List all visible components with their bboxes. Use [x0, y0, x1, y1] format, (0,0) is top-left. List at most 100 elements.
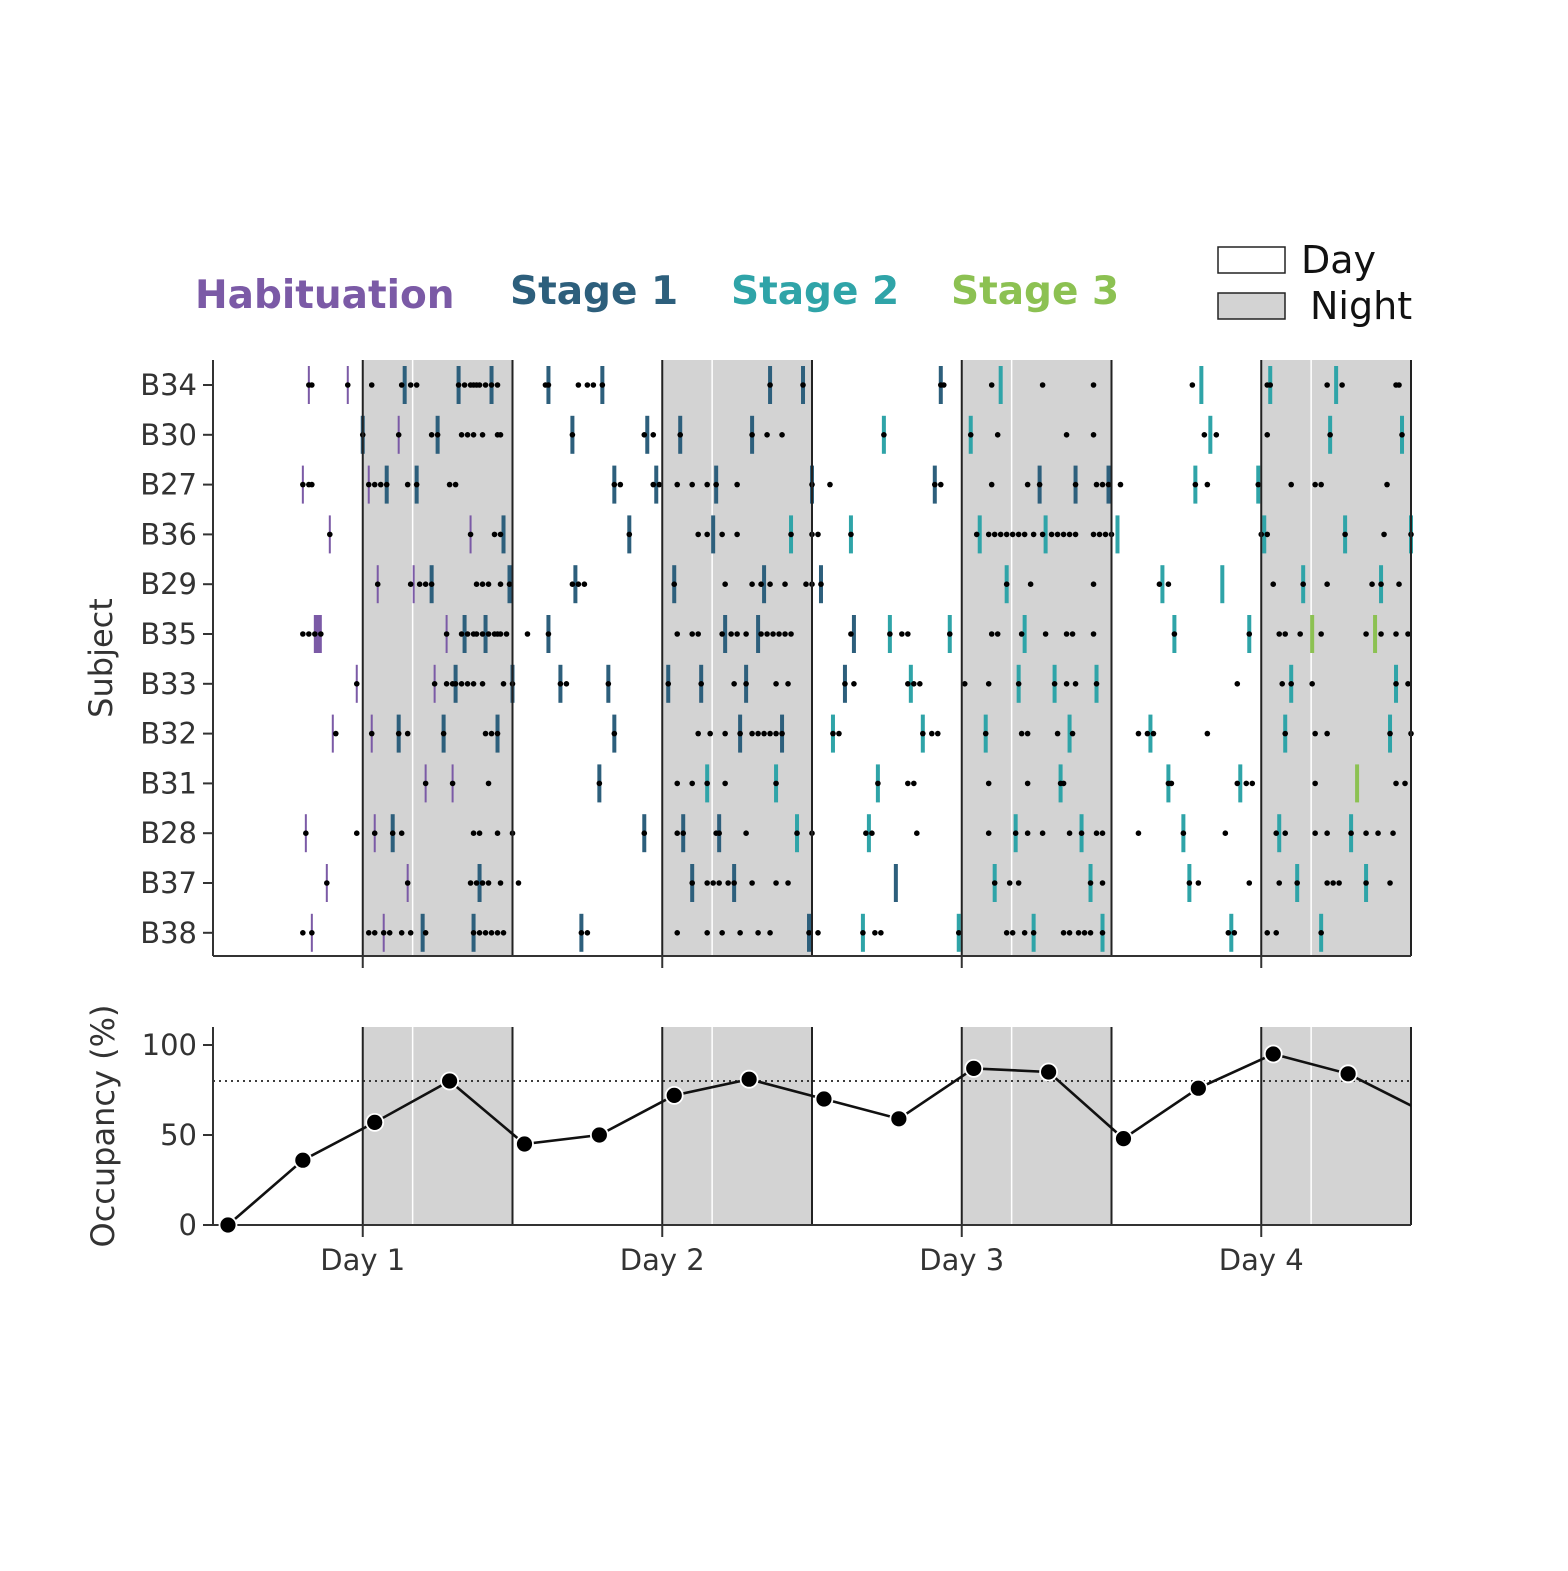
event-dot — [704, 531, 710, 538]
event-dot — [431, 681, 438, 687]
stage-label-stage-2: Stage 2 — [731, 269, 899, 314]
event-dot — [353, 830, 360, 836]
occupancy-axes: 0 50 100 Day 1 Day 2 Day 3 Day 4 — [142, 1027, 1411, 1277]
event-dot — [422, 780, 429, 787]
event-dot — [1030, 930, 1037, 936]
event-dot — [848, 631, 854, 637]
event-dot — [479, 631, 486, 637]
event-dot — [1387, 730, 1393, 737]
event-dot — [353, 681, 360, 687]
event-dot — [1309, 681, 1315, 687]
event-dot — [1042, 631, 1049, 637]
event-dot — [1021, 531, 1028, 538]
event-dot — [1312, 830, 1318, 836]
raster-axes: B34 B30 B27 B36 B29 B35 B33 B32 B31 B28 B37 B38 — [140, 360, 1412, 968]
event-dot — [671, 581, 678, 587]
event-dot — [332, 730, 339, 737]
event-dot — [779, 730, 785, 737]
event-dot — [982, 730, 989, 737]
event-dot — [988, 382, 995, 388]
event-dot — [743, 631, 749, 637]
event-dot — [1270, 581, 1277, 587]
event-dot — [985, 780, 992, 787]
event-dot — [458, 631, 465, 637]
event-dot — [731, 880, 737, 886]
event-dot — [1231, 930, 1238, 936]
event-dot — [300, 631, 306, 637]
stage-label-stage-1: Stage 1 — [510, 269, 678, 314]
stage-label-stage-3: Stage 3 — [951, 269, 1119, 314]
legend-day-label: Day — [1301, 238, 1376, 282]
event-dot — [911, 681, 917, 687]
raster-night-shading — [362, 360, 1411, 956]
event-dot — [674, 631, 681, 637]
event-dot — [1393, 780, 1399, 787]
event-dot — [440, 730, 447, 737]
raster-y-axis-title: Subject — [82, 598, 120, 718]
event-dot — [716, 830, 722, 836]
event-dot — [1015, 681, 1022, 687]
raster-night-band-3 — [961, 360, 1112, 956]
occupancy-point — [1263, 1044, 1283, 1064]
stage-mark — [1160, 565, 1165, 604]
event-dot — [743, 830, 749, 836]
event-dot — [1024, 780, 1031, 787]
event-dot — [1363, 880, 1369, 886]
stage-mark — [402, 366, 407, 404]
event-dot — [1048, 531, 1055, 538]
event-dot — [674, 780, 681, 787]
event-dot — [656, 481, 663, 488]
event-dot — [785, 880, 791, 886]
event-dot — [776, 631, 782, 637]
stage-mark — [998, 366, 1003, 404]
event-dot — [1018, 631, 1025, 637]
event-dot — [413, 382, 420, 388]
subject-label-b33: B33 — [140, 667, 197, 701]
event-dot — [1279, 681, 1286, 687]
event-dot — [779, 432, 785, 438]
event-dot — [446, 481, 453, 488]
event-dot — [1342, 531, 1348, 538]
event-dot — [470, 432, 477, 438]
event-dot — [1318, 481, 1324, 488]
event-dot — [860, 930, 866, 936]
event-dot — [473, 581, 480, 587]
event-dot — [1396, 382, 1402, 388]
event-dot — [1096, 531, 1103, 538]
occupancy-y-axis-title: Occupancy (%) — [84, 1005, 122, 1248]
event-dot — [1312, 780, 1318, 787]
event-dot — [710, 880, 716, 886]
event-dot — [452, 681, 459, 687]
event-dot — [1363, 830, 1369, 836]
event-dot — [1393, 631, 1399, 637]
event-dot — [485, 581, 492, 587]
event-dot — [422, 581, 429, 587]
event-dot — [1168, 780, 1175, 787]
event-dot — [848, 531, 854, 538]
occupancy-series — [218, 1044, 1411, 1235]
event-dot — [1072, 531, 1079, 538]
stage-mark — [851, 615, 856, 653]
event-dot — [1090, 432, 1097, 438]
event-dot — [365, 930, 372, 936]
event-dot — [967, 432, 974, 438]
event-dot — [479, 681, 486, 687]
event-dot — [473, 880, 480, 886]
event-dot — [1225, 930, 1232, 936]
event-dot — [506, 581, 513, 587]
event-dot — [1201, 432, 1208, 438]
event-dot — [1003, 581, 1010, 587]
event-dot — [428, 432, 435, 438]
event-dot — [404, 880, 411, 886]
event-dot — [605, 681, 612, 687]
event-dot — [1327, 432, 1333, 438]
event-dot — [689, 880, 695, 886]
event-dot — [1003, 930, 1010, 936]
event-dot — [470, 681, 477, 687]
raster-night-band-1 — [362, 360, 513, 956]
event-dot — [545, 631, 552, 637]
event-dot — [371, 930, 378, 936]
event-dot — [985, 830, 992, 836]
event-dot — [599, 382, 606, 388]
event-dot — [755, 730, 761, 737]
